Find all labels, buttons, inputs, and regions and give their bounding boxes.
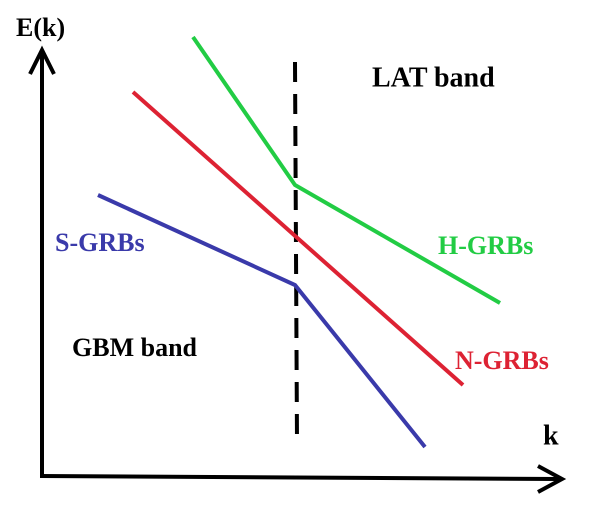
y-axis-label: E(k) xyxy=(16,13,65,42)
curve-label: H-GRBs xyxy=(438,231,533,260)
n-grb-line xyxy=(131,90,465,387)
curve-label: N-GRBs xyxy=(455,346,549,375)
x-axis xyxy=(39,474,561,481)
curve-label: S-GRBs xyxy=(55,228,145,257)
s-grb-line xyxy=(97,193,427,449)
region-label: LAT band xyxy=(372,62,495,93)
y-axis-arrow xyxy=(28,45,56,75)
h-grb-line xyxy=(191,35,501,305)
x-axis-label: k xyxy=(543,420,559,451)
band-divider xyxy=(293,61,299,443)
x-axis-arrow xyxy=(537,464,567,494)
region-label: GBM band xyxy=(72,333,198,362)
